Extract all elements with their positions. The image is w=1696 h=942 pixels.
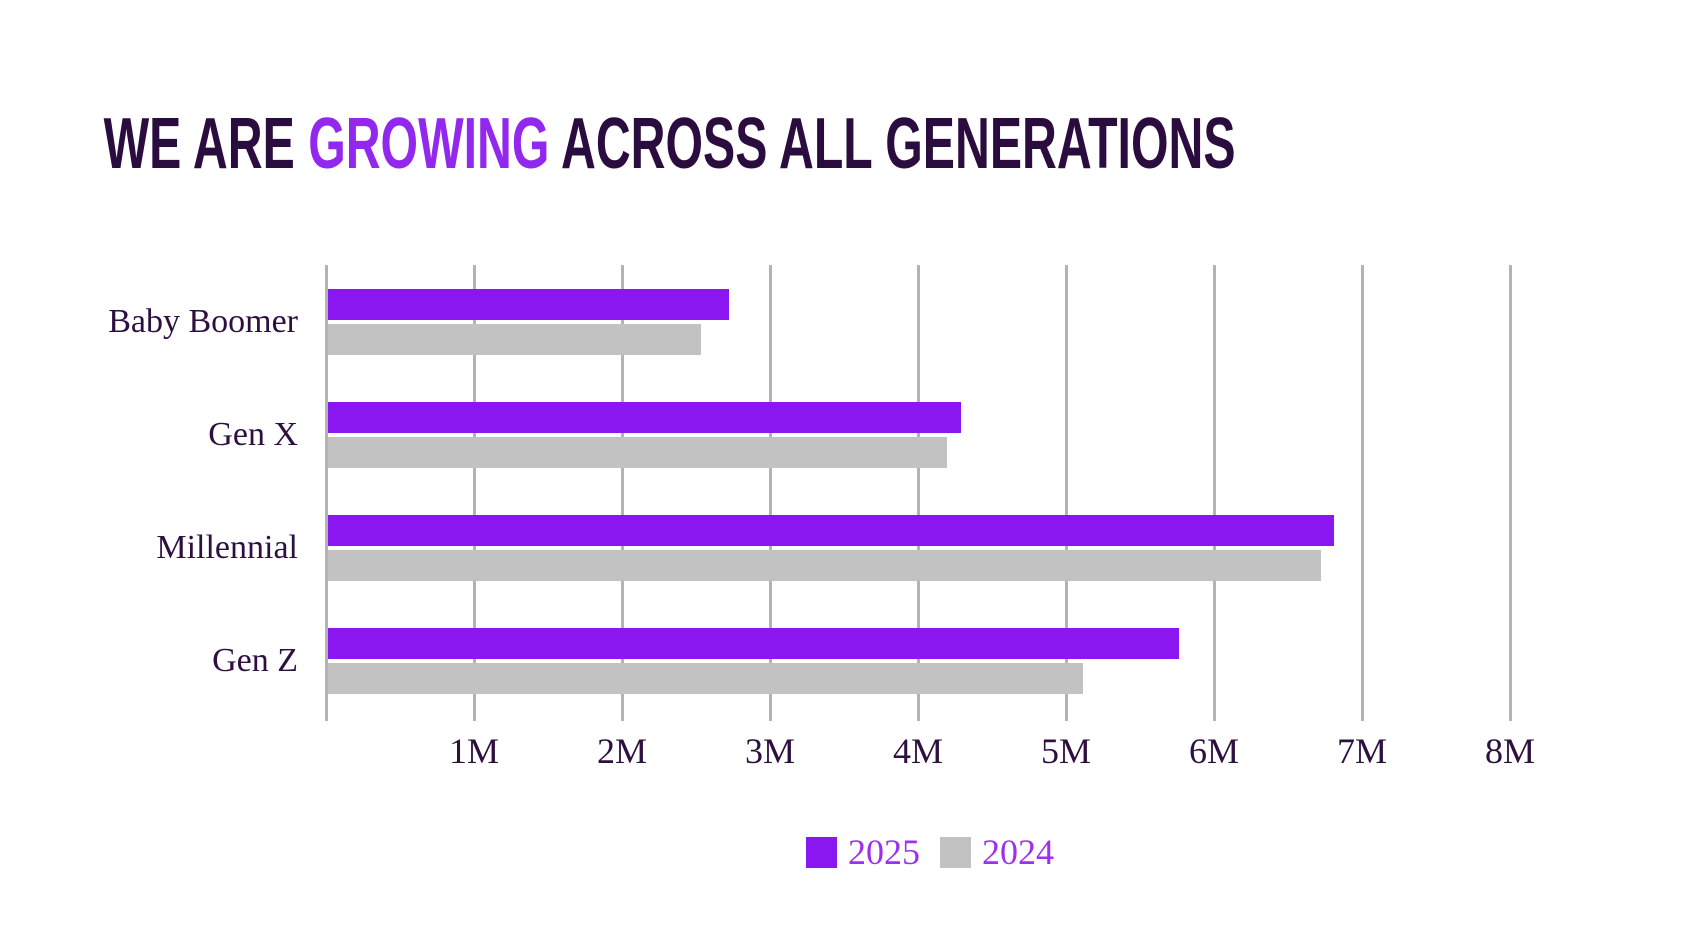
category-label: Gen X <box>208 415 298 453</box>
page-title: WE ARE GROWING ACROSS ALL GENERATIONS <box>50 36 1236 252</box>
gridline-6M <box>1213 265 1216 721</box>
category-label: Millennial <box>156 528 298 566</box>
gridline-5M <box>1065 265 1068 721</box>
x-tick-label: 8M <box>1484 731 1535 771</box>
gridline-7M <box>1361 265 1364 721</box>
bar-2024-baby-boomer <box>328 324 701 355</box>
bar-2024-millennial <box>328 550 1321 581</box>
gridline-2M <box>621 265 624 721</box>
category-label: Gen Z <box>212 641 298 679</box>
bar-2025-baby-boomer <box>328 289 729 320</box>
bar-2025-millennial <box>328 515 1334 546</box>
x-tick-label: 1M <box>448 731 499 771</box>
title-part2: ACROSS ALL GENERATIONS <box>549 104 1236 184</box>
gridline-3M <box>769 265 772 721</box>
y-axis-line <box>325 265 328 721</box>
x-tick-label: 3M <box>744 731 795 771</box>
legend-label-2025: 2025 <box>848 832 920 872</box>
gridline-4M <box>917 265 920 721</box>
legend-swatch-2025 <box>806 837 837 868</box>
x-tick-label: 2M <box>596 731 647 771</box>
chart-legend: 2025 2024 <box>806 832 1054 872</box>
gridline-1M <box>473 265 476 721</box>
bar-2025-gen-x <box>328 402 961 433</box>
legend-label-2024: 2024 <box>982 832 1054 872</box>
bar-2024-gen-x <box>328 437 947 468</box>
legend-swatch-2024 <box>940 837 971 868</box>
bar-2024-gen-z <box>328 663 1083 694</box>
x-tick-label: 5M <box>1040 731 1091 771</box>
legend-item-2025: 2025 <box>806 832 920 872</box>
x-tick-label: 7M <box>1336 731 1387 771</box>
x-tick-label: 6M <box>1188 731 1239 771</box>
title-accent: GROWING <box>308 104 550 184</box>
bar-2025-gen-z <box>328 628 1179 659</box>
x-tick-label: 4M <box>892 731 943 771</box>
legend-item-2024: 2024 <box>940 832 1054 872</box>
gridline-8M <box>1509 265 1512 721</box>
category-label: Baby Boomer <box>108 302 298 340</box>
title-part1: WE ARE <box>103 104 309 184</box>
